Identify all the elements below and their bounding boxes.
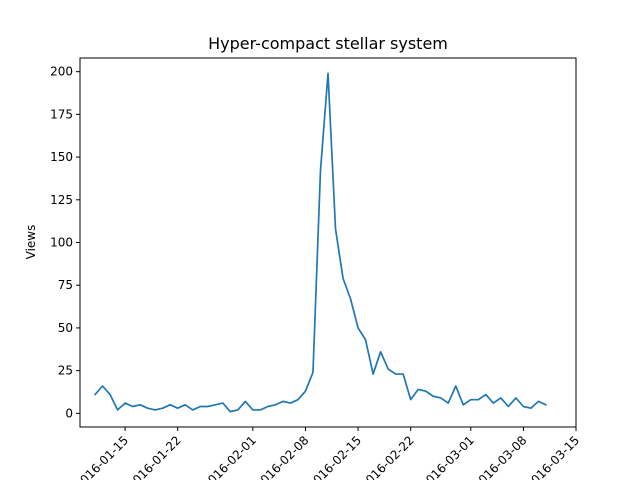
x-tick-label: 2016-03-15	[523, 433, 582, 480]
x-tick-label: 2016-02-01	[200, 433, 259, 480]
x-tick-label: 2016-02-22	[358, 433, 417, 480]
x-tick-label: 2016-01-15	[72, 433, 131, 480]
y-axis: 0 25 50 75 100 125 150 175 200	[50, 65, 80, 420]
plot-area	[94, 72, 547, 413]
y-tick-label: 200	[50, 65, 73, 79]
y-tick-label: 50	[58, 321, 73, 335]
chart-title: Hyper-compact stellar system	[208, 34, 448, 53]
y-tick-label: 0	[65, 406, 73, 420]
y-axis-label: Views	[24, 225, 38, 260]
y-tick-label: 25	[58, 364, 73, 378]
x-tick-label: 2016-03-01	[418, 433, 477, 480]
x-tick-label: 2016-02-15	[305, 433, 364, 480]
y-tick-label: 125	[50, 193, 73, 207]
y-tick-label: 150	[50, 150, 73, 164]
x-tick-label: 2016-03-08	[470, 433, 529, 480]
x-tick-label: 2016-01-22	[125, 433, 184, 480]
series-line-0	[94, 72, 547, 413]
y-tick-label: 175	[50, 107, 73, 121]
x-tick-label: 2016-02-08	[252, 433, 311, 480]
y-tick-label: 75	[58, 278, 73, 292]
y-tick-label: 100	[50, 236, 73, 250]
axes-frame	[79, 57, 577, 428]
